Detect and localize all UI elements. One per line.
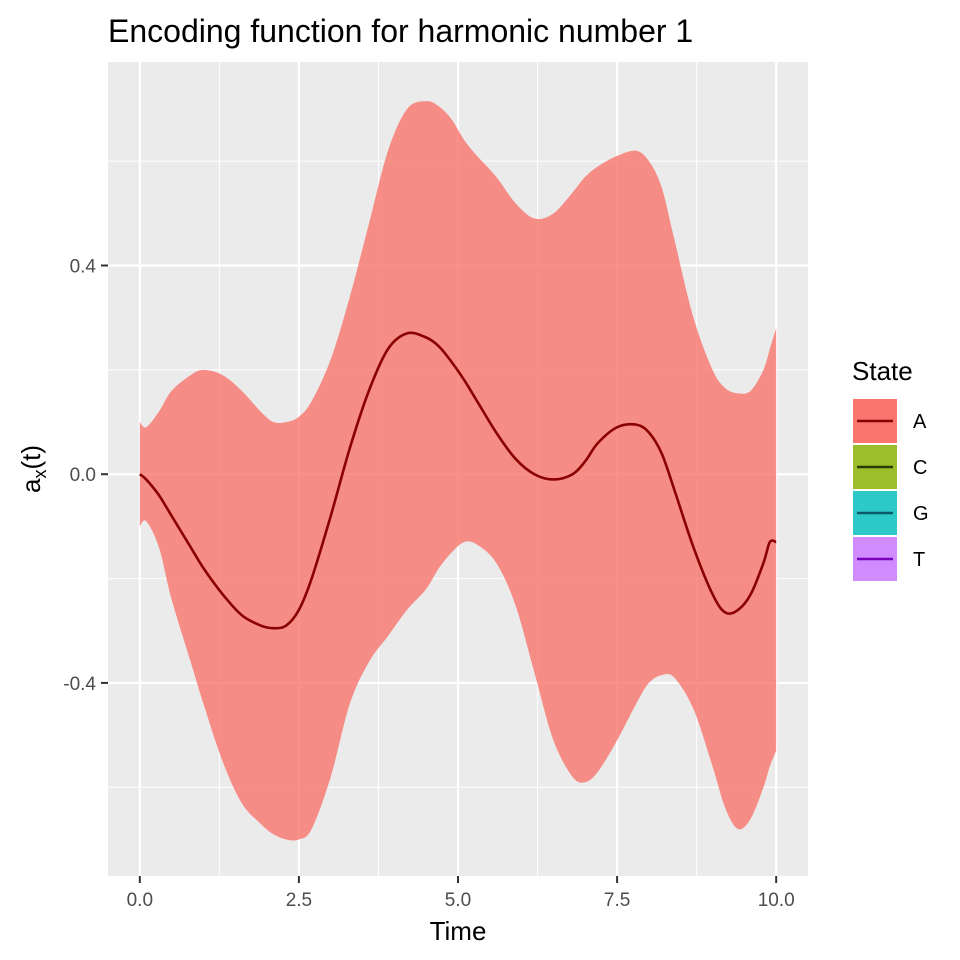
y-axis-label-sub: x (30, 470, 50, 479)
legend: State A C G T (852, 356, 929, 582)
confidence-ribbon-A (139, 101, 777, 841)
y-axis-label-main: a (16, 478, 46, 493)
x-axis: 0.0 2.5 5.0 7.5 10.0 (127, 876, 795, 911)
y-axis-label-tail: (t) (16, 445, 46, 470)
legend-label-T: T (913, 549, 925, 571)
x-tick-label: 2.5 (286, 890, 312, 911)
x-tick-label: 5.0 (445, 890, 471, 911)
y-tick-label: 0.4 (70, 257, 97, 278)
legend-label-G: G (913, 503, 929, 525)
y-axis: -0.4 0.0 0.4 (63, 257, 108, 695)
series-layer (138, 101, 777, 841)
y-tick-label: -0.4 (63, 674, 96, 695)
mean-line-A (138, 331, 777, 630)
chart-title: Encoding function for harmonic number 1 (108, 13, 693, 49)
x-tick-label: 0.0 (127, 890, 153, 911)
legend-label-A: A (913, 411, 927, 433)
y-tick-label: 0.0 (70, 465, 96, 486)
x-tick-label: 7.5 (604, 890, 630, 911)
x-tick-label: 10.0 (758, 890, 795, 911)
legend-title: State (852, 356, 913, 386)
legend-label-C: C (913, 457, 927, 479)
x-axis-label: Time (430, 916, 487, 946)
y-axis-label: ax(t) (16, 445, 50, 493)
